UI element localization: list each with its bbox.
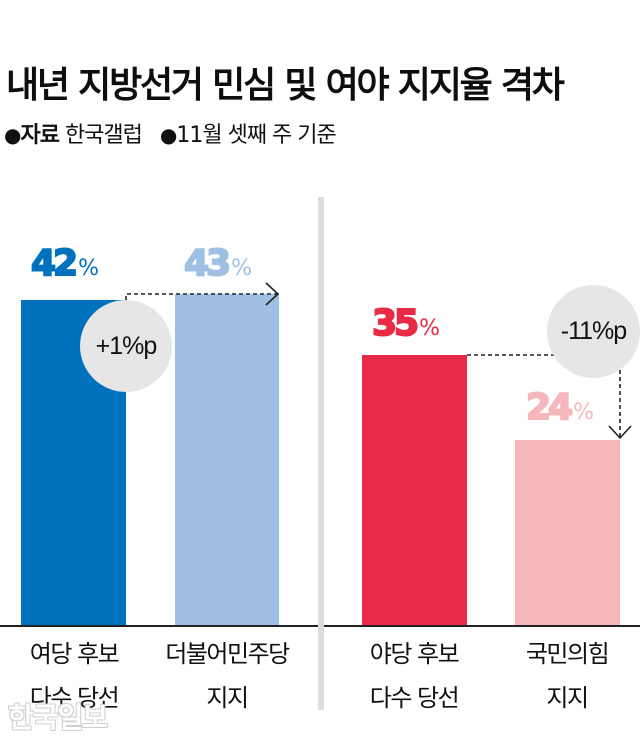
source-label: 자료 bbox=[20, 123, 59, 148]
value-label: 43% bbox=[183, 243, 253, 284]
x-axis-left bbox=[0, 625, 318, 627]
date-note: 11월 셋째 주 기준 bbox=[176, 123, 336, 148]
category-label: 여당 후보 다수 당선 bbox=[29, 640, 120, 712]
x-axis-right bbox=[324, 625, 640, 627]
category-label: 야당 후보 다수 당선 bbox=[369, 640, 460, 712]
bullet-icon: ● bbox=[159, 123, 177, 147]
chart-subtitle: ●자료 한국갤럽 ●11월 셋째 주 기준 bbox=[4, 118, 337, 153]
source-value: 한국갤럽 bbox=[64, 123, 143, 148]
gap-badge-opposition: -11%p bbox=[547, 285, 640, 378]
category-label: 더불어민주당 지지 bbox=[165, 640, 290, 712]
chart-title: 내년 지방선거 민심 및 여야 지지율 격차 bbox=[6, 65, 565, 106]
bar-ppp bbox=[515, 440, 620, 625]
group-separator bbox=[318, 197, 324, 710]
publisher-watermark: 한국일보 bbox=[8, 701, 108, 734]
value-label: 24% bbox=[525, 387, 595, 428]
category-label: 국민의힘 지지 bbox=[525, 640, 610, 712]
bar-opposition-candidates bbox=[362, 355, 467, 625]
gap-badge-ruling: +1%p bbox=[80, 300, 172, 392]
bullet-icon: ● bbox=[4, 123, 21, 147]
value-label: 35% bbox=[371, 303, 441, 344]
value-label: 42% bbox=[30, 243, 100, 284]
bar-democratic-party bbox=[175, 294, 279, 625]
